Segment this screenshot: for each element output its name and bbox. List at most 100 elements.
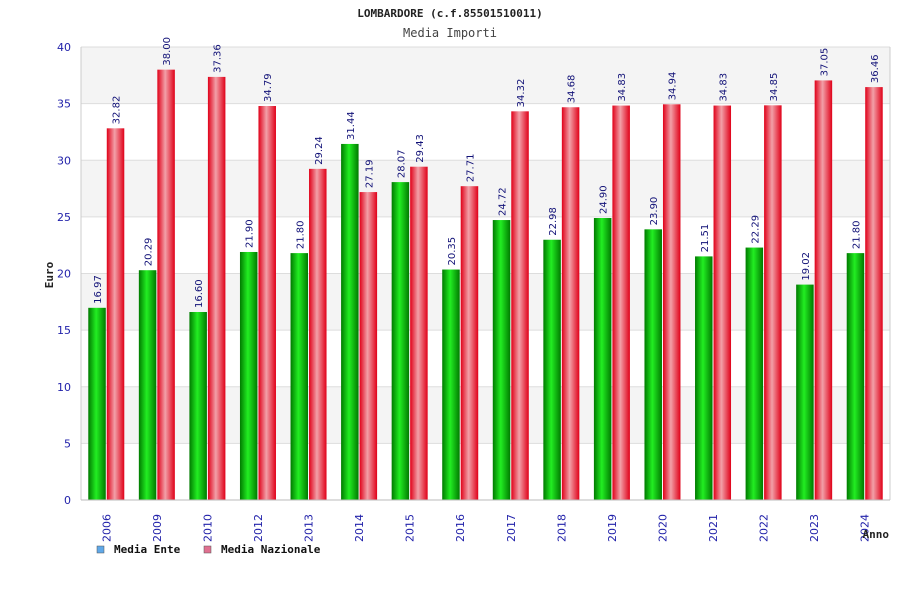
legend: Media Ente Media Nazionale: [96, 543, 321, 556]
data-label-media-nazionale-2012: 34.79: [263, 73, 274, 102]
data-label-media-nazionale-2006: 32.82: [112, 96, 123, 125]
bar-media-ente-2016: [442, 269, 460, 500]
bar-media-nazionale-2010: [207, 76, 226, 500]
data-label-media-nazionale-2023: 37.05: [819, 48, 830, 77]
bar-media-ente-2015: [391, 182, 410, 501]
bar-media-nazionale-2023: [814, 80, 833, 500]
bar-media-nazionale-2024: [865, 87, 883, 500]
bar-media-nazionale-2021: [713, 105, 732, 501]
bar-media-ente-2024: [846, 253, 865, 500]
data-label-media-nazionale-2022: 34.85: [769, 73, 780, 102]
bar-media-nazionale-2022: [764, 105, 782, 500]
data-label-media-nazionale-2017: 34.32: [516, 79, 527, 108]
x-tick-label-2022: 2022: [758, 514, 771, 542]
y-tick-label: 20: [57, 268, 71, 281]
data-label-media-ente-2006: 16.97: [93, 275, 104, 304]
x-tick-label-2024: 2024: [859, 514, 872, 542]
data-label-media-nazionale-2015: 29.43: [415, 134, 426, 163]
x-axis: 2006 2009 2010 2012 2013 2014 2015 2016 2017 2018…: [81, 499, 890, 542]
legend-swatch-media-nazionale: [203, 545, 212, 554]
x-tick-label-2019: 2019: [606, 514, 619, 542]
data-label-media-ente-2023: 19.02: [801, 252, 812, 281]
data-label-media-ente-2009: 20.29: [144, 238, 155, 267]
bars: 16.97 32.82 20.29 38.00 16.60 37.36 21.90 34.79…: [88, 37, 883, 501]
data-label-media-nazionale-2009: 38.00: [162, 37, 173, 66]
bar-media-ente-2010: [189, 312, 207, 500]
bar-media-ente-2012: [239, 251, 258, 500]
data-label-media-ente-2012: 21.90: [245, 219, 256, 248]
data-label-media-ente-2017: 24.72: [498, 187, 509, 216]
chart-title: LOMBARDORE (c.f.85501510011): [357, 7, 542, 20]
x-tick-label-2009: 2009: [151, 514, 164, 542]
x-tick-label-2018: 2018: [555, 514, 568, 542]
bar-media-ente-2021: [695, 256, 713, 500]
bar-media-nazionale-2012: [258, 106, 276, 501]
data-label-media-ente-2022: 22.29: [750, 215, 761, 244]
bar-media-nazionale-2006: [106, 128, 125, 500]
bar-media-ente-2023: [796, 284, 814, 500]
data-label-media-nazionale-2020: 34.94: [668, 72, 679, 101]
bar-media-nazionale-2014: [359, 192, 378, 501]
bar-media-ente-2017: [492, 220, 511, 500]
data-label-media-ente-2014: 31.44: [346, 111, 357, 140]
chart-subtitle: Media Importi: [403, 26, 497, 40]
data-label-media-ente-2013: 21.80: [295, 220, 306, 249]
y-tick-label: 0: [64, 494, 71, 507]
data-label-media-nazionale-2016: 27.71: [465, 154, 476, 183]
legend-label-media-ente: Media Ente: [114, 543, 181, 556]
bar-media-nazionale-2020: [662, 104, 681, 500]
x-tick-label-2013: 2013: [303, 514, 316, 542]
data-label-media-ente-2024: 21.80: [851, 220, 862, 249]
data-label-media-nazionale-2018: 34.68: [567, 75, 578, 104]
bar-media-ente-2020: [644, 229, 662, 500]
bar-media-nazionale-2015: [410, 166, 428, 500]
bar-media-nazionale-2016: [460, 186, 479, 500]
legend-label-media-nazionale: Media Nazionale: [221, 543, 321, 556]
y-tick-label: 40: [57, 41, 71, 54]
data-label-media-ente-2018: 22.98: [548, 207, 559, 236]
data-label-media-ente-2020: 23.90: [649, 197, 660, 226]
x-tick-label-2017: 2017: [505, 514, 518, 542]
x-tick-label-2023: 2023: [808, 514, 821, 542]
x-tick-label-2016: 2016: [454, 514, 467, 542]
x-tick-label-2010: 2010: [201, 514, 214, 542]
bar-media-nazionale-2009: [157, 69, 175, 501]
data-label-media-ente-2021: 21.51: [700, 224, 711, 253]
bar-media-nazionale-2017: [511, 111, 529, 501]
data-label-media-nazionale-2014: 27.19: [364, 159, 375, 188]
data-label-media-nazionale-2021: 34.83: [718, 73, 729, 102]
data-label-media-nazionale-2019: 34.83: [617, 73, 628, 102]
data-label-media-ente-2019: 24.90: [599, 185, 610, 214]
y-tick-label: 10: [57, 381, 71, 394]
bar-media-nazionale-2019: [612, 105, 630, 501]
bar-media-ente-2006: [88, 307, 106, 500]
data-label-media-ente-2015: 28.07: [396, 149, 407, 178]
y-tick-label: 15: [57, 324, 71, 337]
x-tick-label-2015: 2015: [404, 514, 417, 542]
data-label-media-nazionale-2013: 29.24: [314, 136, 325, 165]
data-label-media-nazionale-2024: 36.46: [870, 54, 881, 83]
x-tick-label-2021: 2021: [707, 514, 720, 542]
data-label-media-nazionale-2010: 37.36: [213, 44, 224, 73]
bar-media-ente-2014: [341, 143, 359, 500]
legend-swatch-media-ente: [96, 545, 105, 554]
x-tick-label-2014: 2014: [353, 514, 366, 542]
x-tick-label-2006: 2006: [100, 514, 113, 542]
y-axis: 0 5 10 15 20 25 30 35 40: [57, 41, 891, 507]
bar-media-nazionale-2013: [309, 168, 327, 500]
y-axis-label: Euro: [43, 261, 56, 288]
bar-media-nazionale-2018: [561, 107, 580, 501]
bar-media-ente-2009: [138, 270, 157, 500]
bar-media-ente-2019: [593, 218, 612, 500]
x-tick-label-2012: 2012: [252, 514, 265, 542]
x-tick-label-2020: 2020: [656, 514, 669, 542]
data-label-media-ente-2016: 20.35: [447, 237, 458, 266]
bar-media-ente-2013: [290, 253, 309, 500]
y-tick-label: 30: [57, 154, 71, 167]
y-tick-label: 35: [57, 98, 71, 111]
bar-media-ente-2018: [543, 239, 561, 500]
y-tick-label: 5: [64, 437, 71, 450]
x-axis-label: Anno: [863, 528, 890, 541]
bar-media-ente-2022: [745, 247, 764, 500]
